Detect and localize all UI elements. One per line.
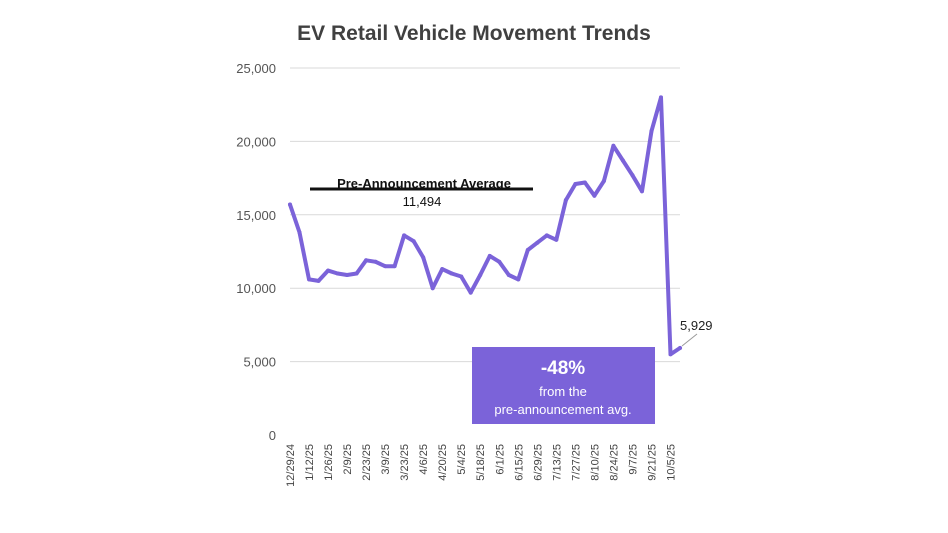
x-tick-label: 8/24/25 <box>608 444 620 481</box>
data-point-8-24-25 <box>611 143 616 148</box>
x-tick-label: 9/21/25 <box>646 444 658 481</box>
last-point-annotation: 5,929 <box>680 318 713 347</box>
data-point-2-9-25 <box>345 272 350 277</box>
x-tick-label: 6/15/25 <box>513 444 525 481</box>
data-point-3-2-25 <box>373 259 378 264</box>
data-point-9-28-25 <box>658 95 663 100</box>
data-point-4-13-25 <box>430 286 435 291</box>
data-point-8-17-25 <box>601 179 606 184</box>
data-point-7-27-25 <box>573 181 578 186</box>
data-point-9-21-25 <box>649 129 654 134</box>
data-point-10-5-25 <box>668 352 673 357</box>
data-point-4-6-25 <box>421 255 426 260</box>
data-point-5-25-25 <box>487 253 492 258</box>
data-point-1-19-25 <box>316 278 321 283</box>
data-point-8-10-25 <box>592 193 597 198</box>
data-point-7-6-25 <box>544 233 549 238</box>
data-point-5-4-25 <box>459 274 464 279</box>
x-tick-label: 2/23/25 <box>361 444 373 481</box>
data-point-3-30-25 <box>411 239 416 244</box>
data-point-6-29-25 <box>535 240 540 245</box>
data-point-4-20-25 <box>440 267 445 272</box>
x-tick-label: 5/4/25 <box>456 444 468 475</box>
callout-headline: -48% <box>541 358 585 379</box>
x-tick-label: 3/23/25 <box>399 444 411 481</box>
data-point-4-27-25 <box>449 271 454 276</box>
x-tick-label: 6/29/25 <box>532 444 544 481</box>
y-tick-label: 15,000 <box>236 208 276 223</box>
data-point-7-20-25 <box>563 198 568 203</box>
data-point-6-1-25 <box>497 259 502 264</box>
x-tick-label: 7/27/25 <box>570 444 582 481</box>
data-points <box>288 95 682 357</box>
data-point-9-14-25 <box>639 189 644 194</box>
x-tick-label: 2/9/25 <box>342 444 354 475</box>
data-point-6-15-25 <box>516 277 521 282</box>
data-point-3-16-25 <box>392 264 397 269</box>
average-label: Pre-Announcement Average <box>337 176 511 191</box>
x-tick-label: 1/12/25 <box>304 444 316 481</box>
last-point-label: 5,929 <box>680 318 713 333</box>
x-tick-label: 5/18/25 <box>475 444 487 481</box>
pre-announcement-average: Pre-Announcement Average 11,494 <box>310 176 533 209</box>
data-point-6-8-25 <box>506 272 511 277</box>
average-value-label: 11,494 <box>403 194 442 209</box>
y-tick-label: 25,000 <box>236 61 276 76</box>
x-tick-label: 4/20/25 <box>437 444 449 481</box>
callout-box <box>472 347 655 424</box>
data-point-9-7-25 <box>630 173 635 178</box>
last-point-leader-line <box>681 333 698 347</box>
data-point-12-29-24 <box>288 202 292 207</box>
y-axis-ticks: 0 5,000 10,000 15,000 20,000 25,000 <box>236 61 276 443</box>
data-point-6-22-25 <box>525 248 530 253</box>
data-point-5-11-25 <box>468 290 473 295</box>
y-tick-label: 0 <box>269 428 276 443</box>
y-tick-label: 5,000 <box>243 355 276 370</box>
data-point-2-16-25 <box>354 271 359 276</box>
callout-text-line-1: from the <box>539 384 587 399</box>
data-point-5-18-25 <box>478 272 483 277</box>
data-point-10-12-25 <box>678 345 682 350</box>
x-tick-label: 9/7/25 <box>627 444 639 475</box>
x-tick-label: 12/29/24 <box>285 444 297 487</box>
x-tick-label: 7/13/25 <box>551 444 563 481</box>
callout-text-line-2: pre-announcement avg. <box>494 402 631 417</box>
data-point-1-12-25 <box>307 277 312 282</box>
y-tick-label: 20,000 <box>236 134 276 149</box>
x-tick-label: 10/5/25 <box>665 444 677 481</box>
data-point-3-9-25 <box>383 264 388 269</box>
data-point-1-26-25 <box>326 268 331 273</box>
data-point-2-2-25 <box>335 271 340 276</box>
x-tick-label: 3/9/25 <box>380 444 392 475</box>
data-point-2-23-25 <box>364 258 369 263</box>
x-tick-label: 4/6/25 <box>418 444 430 475</box>
decline-callout: -48% from the pre-announcement avg. <box>472 347 655 424</box>
data-point-8-31-25 <box>620 158 625 163</box>
y-tick-label: 10,000 <box>236 281 276 296</box>
data-point-8-3-25 <box>582 180 587 185</box>
series-layer <box>288 95 682 357</box>
data-point-7-13-25 <box>554 237 559 242</box>
gridlines <box>290 67 680 363</box>
chart-title: EV Retail Vehicle Movement Trends <box>297 22 651 45</box>
data-point-1-5-25 <box>297 230 302 235</box>
data-point-3-23-25 <box>402 233 407 238</box>
series-line <box>288 95 682 357</box>
x-axis-ticks: 12/29/24 1/12/25 1/26/25 2/9/25 2/23/25 3/9/2… <box>285 444 677 487</box>
x-tick-label: 8/10/25 <box>589 444 601 481</box>
x-tick-label: 6/1/25 <box>494 444 506 475</box>
x-tick-label: 1/26/25 <box>323 444 335 481</box>
